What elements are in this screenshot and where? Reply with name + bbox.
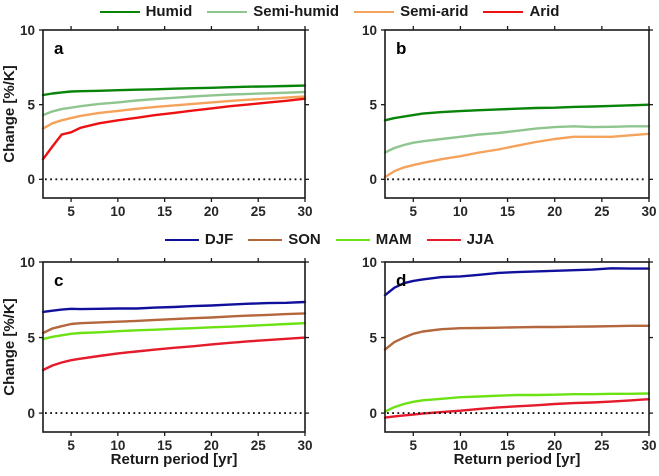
y-tick-label: 0 xyxy=(369,172,377,187)
legend-label: Semi-arid xyxy=(400,3,469,20)
x-axis-label-panel-c: Return period [yr] xyxy=(110,451,238,468)
legend-line-swatch-son xyxy=(248,239,283,241)
series-djf-line-d xyxy=(383,267,651,297)
x-tick-label: 5 xyxy=(410,204,418,219)
legend-line-swatch-arid xyxy=(483,11,524,13)
x-tick-label: 25 xyxy=(594,204,610,219)
panel-c: 5 10 15 20 25 30 0 5 10 c xyxy=(20,255,313,453)
legend-item-mam: MAM xyxy=(335,231,412,249)
x-tick-label: 5 xyxy=(410,438,418,453)
series-son-line-c xyxy=(41,312,307,335)
y-tick-label: 5 xyxy=(27,97,35,112)
legend-line-swatch-semi-humid xyxy=(207,11,248,13)
panel-letter-d: d xyxy=(396,271,406,290)
y-tick-label: 5 xyxy=(369,330,377,345)
legend-label: SON xyxy=(288,231,321,248)
series-arid-line-a xyxy=(41,97,307,161)
series-jja-line-d xyxy=(383,398,651,419)
legend-climate-zones: Humid Semi-humid Semi-arid Arid xyxy=(0,3,659,21)
legend-seasons: DJF SON MAM JJA xyxy=(0,231,659,249)
x-tick-label: 20 xyxy=(204,204,219,219)
panel-d: 5 10 15 20 25 30 0 5 10 d xyxy=(362,255,657,453)
series-humid-line-b xyxy=(383,103,651,122)
y-tick-label: 10 xyxy=(362,255,377,270)
x-axis-label-panel-d: Return period [yr] xyxy=(453,451,581,468)
y-tick-label: 0 xyxy=(27,406,35,421)
panel-letter-b: b xyxy=(396,39,406,58)
axes-frame-a xyxy=(42,29,306,199)
y-tick-label: 5 xyxy=(369,97,377,112)
series-mam-line-d xyxy=(383,392,651,413)
legend-label: Arid xyxy=(529,3,560,20)
legend-item-son: SON xyxy=(248,231,321,249)
series-mam-line-c xyxy=(41,322,307,341)
x-tick-label: 5 xyxy=(67,438,75,453)
legend-item-semi-humid: Semi-humid xyxy=(207,3,339,21)
legend-item-humid: Humid xyxy=(99,3,193,21)
legend-item-semi-arid: Semi-arid xyxy=(354,3,468,21)
legend-line-swatch-humid xyxy=(99,11,140,13)
series-humid-line-a xyxy=(41,84,307,97)
x-tick-label: 15 xyxy=(500,438,516,453)
axes-frame-b xyxy=(384,29,650,199)
x-tick-label: 10 xyxy=(110,204,125,219)
panel-letter-c: c xyxy=(54,271,63,290)
legend-label: Humid xyxy=(145,3,193,20)
series-semi-arid-line-a xyxy=(41,95,307,130)
series-djf-line-c xyxy=(41,300,307,314)
x-tick-label: 25 xyxy=(594,438,610,453)
series-semi-humid-line-b xyxy=(383,125,651,154)
legend-label: Semi-humid xyxy=(253,3,340,20)
x-tick-label: 30 xyxy=(297,204,312,219)
x-tick-label: 25 xyxy=(251,438,267,453)
legend-line-swatch-mam xyxy=(335,239,370,241)
x-tick-label: 20 xyxy=(204,438,219,453)
series-son-line-d xyxy=(383,324,651,351)
legend-item-djf: DJF xyxy=(164,231,234,249)
x-tick-label: 15 xyxy=(157,438,173,453)
legend-line-swatch-djf xyxy=(164,239,199,241)
panel-letter-a: a xyxy=(54,39,64,58)
x-tick-label: 15 xyxy=(500,204,516,219)
series-jja-line-c xyxy=(41,336,307,372)
legend-line-swatch-jja xyxy=(426,239,461,241)
legend-item-arid: Arid xyxy=(483,3,559,21)
y-tick-label: 0 xyxy=(369,406,377,421)
x-tick-label: 10 xyxy=(453,204,468,219)
x-tick-label: 30 xyxy=(641,204,656,219)
panel-a: 5 10 15 20 25 30 0 5 10 a xyxy=(20,23,313,219)
x-tick-label: 10 xyxy=(453,438,468,453)
legend-label: DJF xyxy=(204,231,234,248)
axes-frame-c xyxy=(42,261,306,433)
y-tick-label: 10 xyxy=(20,255,35,270)
series-semi-humid-line-a xyxy=(41,90,307,117)
legend-label: JJA xyxy=(466,231,495,248)
legend-line-swatch-semi-arid xyxy=(354,11,395,13)
legend-label: MAM xyxy=(375,231,412,248)
y-tick-label: 5 xyxy=(27,330,35,345)
x-tick-label: 30 xyxy=(641,438,656,453)
x-tick-label: 20 xyxy=(547,204,562,219)
panel-b: 5 10 15 20 25 30 0 5 10 b xyxy=(362,23,657,219)
x-tick-label: 5 xyxy=(67,204,75,219)
y-tick-label: 0 xyxy=(27,172,35,187)
x-tick-label: 15 xyxy=(157,204,173,219)
x-tick-label: 25 xyxy=(251,204,267,219)
x-tick-label: 30 xyxy=(297,438,312,453)
y-tick-label: 10 xyxy=(20,23,35,38)
y-axis-label-top-row: Change [%/K] xyxy=(1,65,18,163)
x-tick-label: 20 xyxy=(547,438,562,453)
y-tick-label: 10 xyxy=(362,23,377,38)
x-tick-label: 10 xyxy=(110,438,125,453)
series-semi-arid-line-b xyxy=(383,132,651,179)
axes-frame-d xyxy=(384,261,650,433)
legend-item-jja: JJA xyxy=(426,231,495,249)
y-axis-label-bottom-row: Change [%/K] xyxy=(1,298,18,396)
